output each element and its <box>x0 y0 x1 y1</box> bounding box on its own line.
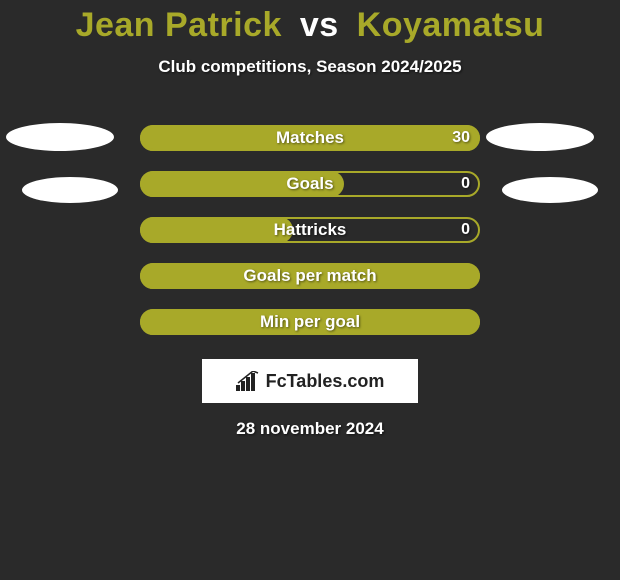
stat-bar: Goals 0 <box>140 171 480 197</box>
stat-label: Goals per match <box>243 266 376 286</box>
stat-value: 0 <box>461 221 470 239</box>
stat-label: Min per goal <box>260 312 360 332</box>
stat-label: Matches <box>276 128 344 148</box>
decorative-ellipse <box>6 123 114 151</box>
decorative-ellipse <box>22 177 118 203</box>
stat-bar: Hattricks 0 <box>140 217 480 243</box>
title-player2: Koyamatsu <box>357 6 545 44</box>
stat-bar-fill <box>140 217 293 243</box>
stat-row: Min per goal <box>0 299 620 345</box>
decorative-ellipse <box>486 123 594 151</box>
logo-text: FcTables.com <box>266 371 385 392</box>
stat-value: 0 <box>461 175 470 193</box>
stat-label: Hattricks <box>274 220 347 240</box>
stat-label: Goals <box>286 174 333 194</box>
stat-row: Hattricks 0 <box>0 207 620 253</box>
page-title: Jean Patrick vs Koyamatsu <box>0 0 620 45</box>
title-player1: Jean Patrick <box>76 6 282 44</box>
title-vs: vs <box>300 6 339 44</box>
stat-bar: Min per goal <box>140 309 480 335</box>
subtitle: Club competitions, Season 2024/2025 <box>0 57 620 77</box>
stat-bar: Matches 30 <box>140 125 480 151</box>
logo-box: FcTables.com <box>202 359 418 403</box>
decorative-ellipse <box>502 177 598 203</box>
stat-row: Goals per match <box>0 253 620 299</box>
stat-value: 30 <box>452 129 470 147</box>
stat-bar: Goals per match <box>140 263 480 289</box>
date-text: 28 november 2024 <box>0 419 620 439</box>
chart-icon <box>236 371 260 391</box>
